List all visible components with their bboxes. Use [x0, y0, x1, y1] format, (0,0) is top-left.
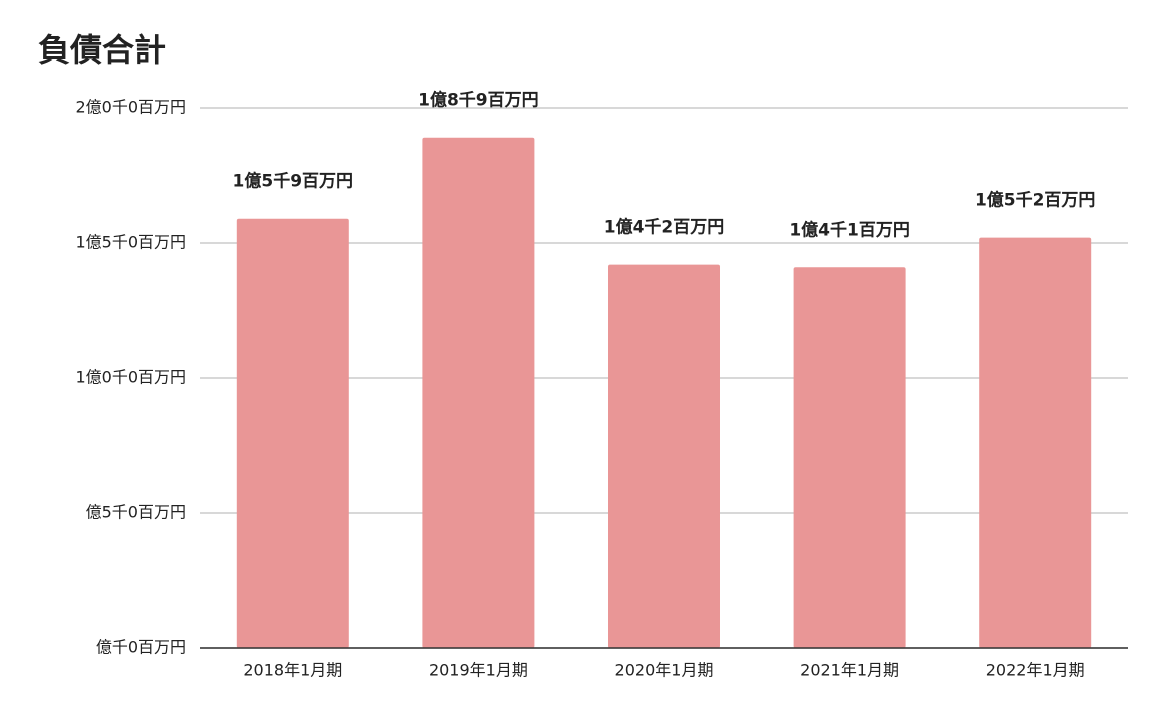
value-label: 1億4千2百万円: [604, 217, 725, 238]
bar: [793, 267, 906, 648]
x-tick-label: 2020年1月期: [615, 661, 714, 680]
x-tick-label: 2021年1月期: [800, 661, 899, 680]
bar: [236, 218, 349, 648]
y-tick-label: 1億5千0百万円: [75, 233, 186, 252]
bar: [979, 237, 1092, 648]
value-label: 1億5千9百万円: [233, 171, 354, 192]
y-tick-label: 億千0百万円: [96, 638, 186, 657]
y-tick-label: 億5千0百万円: [86, 503, 186, 522]
chart-title: 負債合計: [38, 31, 166, 69]
y-tick-label: 1億0千0百万円: [75, 368, 186, 387]
value-label: 1億5千2百万円: [975, 190, 1096, 211]
bar: [422, 137, 535, 648]
x-tick-label: 2018年1月期: [243, 661, 342, 680]
value-label: 1億4千1百万円: [789, 219, 910, 240]
value-label: 1億8千9百万円: [418, 90, 539, 111]
y-tick-label: 2億0千0百万円: [75, 98, 186, 117]
bar: [608, 264, 720, 648]
x-tick-label: 2022年1月期: [986, 661, 1085, 680]
x-tick-label: 2019年1月期: [429, 661, 528, 680]
